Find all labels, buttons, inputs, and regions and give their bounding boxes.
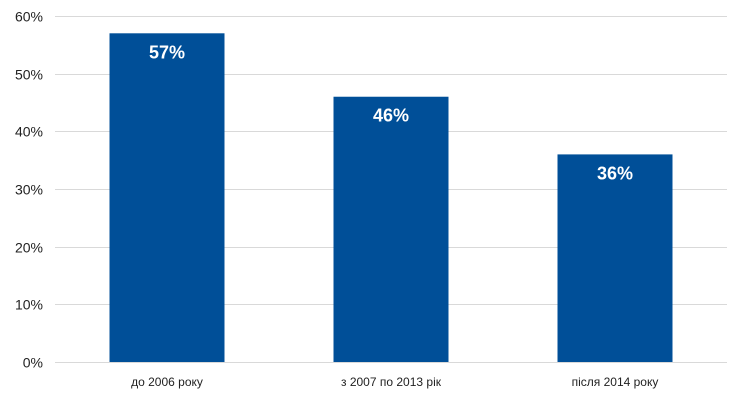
bar [333,96,449,362]
y-tick-label: 40% [15,124,43,140]
y-tick-label: 30% [15,182,43,198]
data-labels: 57% 46% 36% [149,42,633,183]
y-tick-label: 0% [23,355,43,371]
y-tick-label: 50% [15,67,43,83]
y-tick-label: 60% [15,9,43,25]
y-axis-tick-labels: 0% 10% 20% 30% 40% 50% 60% [15,9,43,371]
data-label: 57% [149,42,185,62]
bar [557,154,673,362]
y-tick-label: 10% [15,297,43,313]
bars [109,33,673,363]
data-label: 36% [597,163,633,183]
x-category-label: після 2014 року [572,375,659,389]
x-category-label: до 2006 року [131,375,203,389]
x-axis-category-labels: до 2006 року з 2007 по 2013 рік після 2014… [131,375,658,389]
x-category-label: з 2007 по 2013 рік [341,375,442,389]
data-label: 46% [373,106,409,126]
bar [109,33,225,363]
y-tick-label: 20% [15,240,43,256]
